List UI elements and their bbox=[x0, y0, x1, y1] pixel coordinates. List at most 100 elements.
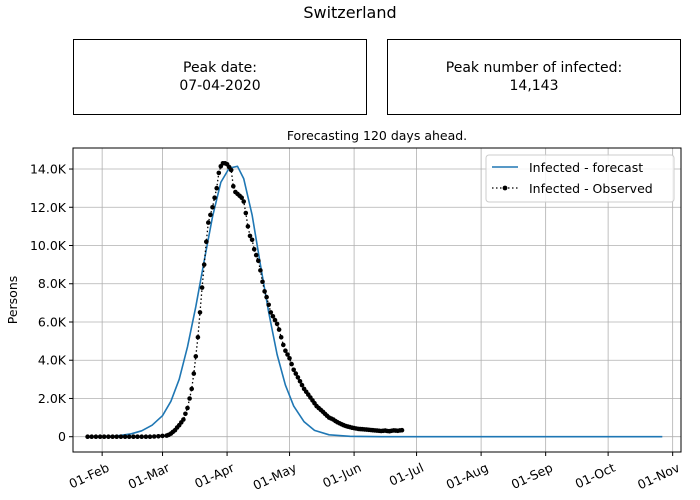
observed-point bbox=[270, 314, 276, 319]
legend-label-forecast: Infected - forecast bbox=[529, 160, 643, 175]
y-tick-label: 6.0K bbox=[38, 314, 67, 329]
observed-point bbox=[114, 434, 119, 440]
observed-point bbox=[293, 371, 299, 376]
observed-point bbox=[139, 434, 144, 440]
x-tick-label: 01-May bbox=[251, 460, 300, 493]
x-tick-label: 01-Aug bbox=[444, 460, 491, 492]
observed-point bbox=[297, 379, 303, 384]
legend-label-observed: Infected - Observed bbox=[529, 181, 653, 196]
observed-point bbox=[106, 434, 111, 440]
observed-point bbox=[299, 382, 305, 388]
series-observed-line bbox=[87, 162, 403, 438]
observed-point bbox=[274, 321, 280, 327]
observed-point bbox=[260, 279, 265, 285]
legend: Infected - forecast Infected - Observed bbox=[485, 154, 675, 203]
x-tick-label: 01-Feb bbox=[67, 460, 112, 492]
legend-marker-observed bbox=[502, 185, 508, 191]
chart-title: Forecasting 120 days ahead. bbox=[286, 128, 468, 143]
observed-point bbox=[187, 396, 192, 401]
y-tick-label: 2.0K bbox=[38, 391, 67, 406]
y-tick-label: 14.0K bbox=[30, 162, 67, 177]
observed-point bbox=[147, 434, 153, 440]
observed-point bbox=[189, 386, 194, 392]
observed-point bbox=[287, 356, 292, 361]
observed-point bbox=[85, 434, 90, 440]
observed-point bbox=[212, 195, 217, 200]
observed-point bbox=[181, 417, 186, 422]
observed-point bbox=[255, 258, 261, 264]
observed-point bbox=[291, 367, 297, 373]
y-tick-label: 4.0K bbox=[38, 353, 67, 368]
observed-point bbox=[118, 434, 124, 440]
peak-date-label: Peak date: bbox=[183, 60, 257, 76]
peak-count-box: Peak number of infected: 14,143 bbox=[387, 39, 681, 115]
observed-point bbox=[268, 310, 274, 315]
y-tick-label: 12.0K bbox=[30, 200, 67, 215]
legend-box bbox=[485, 154, 675, 203]
x-tick-label: 01-Nov bbox=[635, 460, 682, 493]
observed-point bbox=[251, 247, 257, 252]
observed-point bbox=[151, 434, 157, 439]
observed-point bbox=[285, 352, 290, 357]
observed-point bbox=[249, 237, 255, 243]
axis-ticks: 01-Feb 01-Mar 01-Apr 01-May 01-Jun 01-Jul 01-A… bbox=[30, 162, 683, 493]
x-tick-label: 01-Sep bbox=[509, 460, 555, 492]
observed-point bbox=[253, 252, 259, 258]
y-tick-label: 0 bbox=[58, 429, 66, 444]
peak-date-box: Peak date: 07-04-2020 bbox=[73, 39, 367, 115]
observed-point bbox=[110, 434, 115, 440]
observed-point bbox=[281, 342, 286, 348]
y-tick-label: 8.0K bbox=[38, 276, 67, 291]
x-tick-label: 01-Oct bbox=[573, 460, 618, 492]
observed-point bbox=[241, 199, 246, 204]
observed-point bbox=[183, 411, 188, 417]
observed-point bbox=[191, 371, 197, 376]
observed-point bbox=[89, 434, 94, 440]
observed-point bbox=[278, 335, 284, 340]
observed-point bbox=[266, 302, 272, 308]
observed-point bbox=[135, 434, 140, 440]
x-tick-label: 01-Jun bbox=[320, 460, 363, 491]
observed-point bbox=[276, 327, 282, 332]
observed-point bbox=[231, 183, 236, 189]
observed-point bbox=[258, 268, 263, 273]
observed-point bbox=[193, 354, 199, 359]
y-tick-label: 10.0K bbox=[30, 238, 67, 253]
observed-point bbox=[101, 434, 107, 440]
y-axis-label: Persons bbox=[5, 276, 20, 325]
observed-point bbox=[210, 205, 215, 210]
observed-point bbox=[272, 317, 278, 323]
x-tick-label: 01-Jul bbox=[387, 460, 426, 489]
observed-point bbox=[201, 262, 207, 267]
observed-point bbox=[216, 170, 222, 176]
observed-point bbox=[93, 434, 99, 440]
observed-point bbox=[262, 289, 267, 294]
series-forecast-line bbox=[87, 165, 663, 438]
observed-point bbox=[204, 239, 209, 244]
observed-point bbox=[156, 434, 161, 439]
peak-count-label: Peak number of infected: bbox=[445, 60, 623, 76]
page-title: Switzerland bbox=[303, 3, 397, 22]
observed-point bbox=[185, 405, 190, 411]
observed-point bbox=[131, 434, 136, 440]
x-tick-label: 01-Apr bbox=[192, 459, 237, 491]
peak-date-value: 07-04-2020 bbox=[179, 78, 261, 94]
observed-point bbox=[143, 434, 149, 440]
observed-point bbox=[399, 427, 405, 433]
peak-count-value: 14,143 bbox=[509, 78, 559, 94]
observed-point bbox=[239, 195, 244, 200]
observed-point bbox=[228, 167, 234, 173]
observed-point bbox=[245, 224, 251, 229]
observed-point bbox=[243, 210, 249, 216]
observed-point bbox=[197, 310, 203, 315]
observed-point bbox=[295, 375, 301, 380]
observed-point bbox=[97, 434, 103, 440]
observed-point bbox=[264, 294, 269, 300]
observed-point bbox=[247, 233, 253, 239]
plot-frame bbox=[72, 147, 682, 453]
x-tick-label: 01-Mar bbox=[126, 459, 173, 492]
observed-point bbox=[214, 185, 219, 191]
observed-point bbox=[283, 348, 288, 354]
observed-point bbox=[208, 212, 213, 218]
